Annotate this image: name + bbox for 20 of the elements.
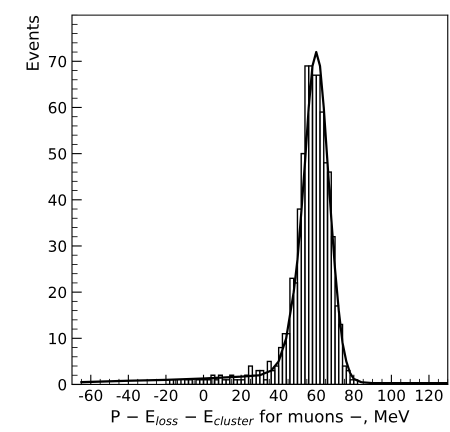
y-tick-label: 30 (48, 240, 66, 252)
y-tick-label: 40 (48, 194, 66, 206)
y-tick-label: 20 (48, 286, 66, 298)
y-tick-label: 70 (48, 56, 66, 68)
y-tick-label: 10 (49, 332, 66, 344)
x-tick-label: -40 (116, 390, 140, 402)
x-tick-label: -60 (79, 390, 102, 402)
y-tick-label: 0 (58, 378, 66, 390)
x-tick-label: 80 (345, 390, 363, 402)
x-axis-title: P − E$_{loss}$ − E$_{cluster}$ for muons −, MeV (112, 410, 410, 426)
x-tick-label: 0 (200, 390, 208, 402)
x-tick-label: 20 (232, 390, 250, 402)
x-tick-label: -20 (154, 390, 178, 402)
x-tick-label: 40 (270, 390, 288, 402)
y-tick-label: 50 (48, 148, 66, 160)
y-axis-title: Events (26, 16, 39, 70)
x-tick-label: 100 (378, 390, 405, 402)
y-tick-label: 60 (48, 102, 66, 114)
x-tick-label: 60 (308, 390, 325, 402)
x-tick-label: 120 (416, 390, 443, 402)
